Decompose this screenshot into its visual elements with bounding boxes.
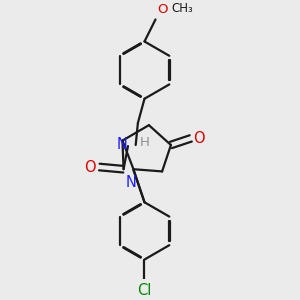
Text: Cl: Cl — [137, 283, 152, 298]
Text: H: H — [140, 136, 150, 149]
Text: O: O — [157, 3, 168, 16]
Text: N: N — [117, 137, 128, 152]
Text: O: O — [193, 131, 205, 146]
Text: N: N — [126, 175, 137, 190]
Text: O: O — [84, 160, 96, 175]
Text: CH₃: CH₃ — [171, 2, 193, 15]
